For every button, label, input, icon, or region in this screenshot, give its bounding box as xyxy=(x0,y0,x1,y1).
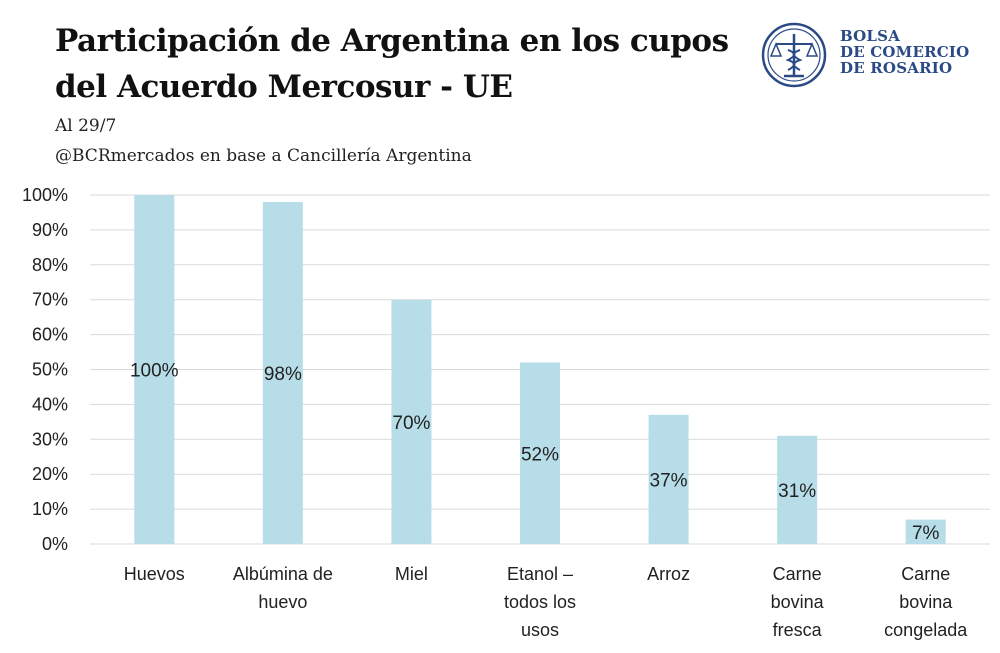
bar-data-label: 7% xyxy=(912,523,940,544)
x-category-label: Miel xyxy=(395,564,428,584)
y-tick-label: 20% xyxy=(32,464,68,484)
bar xyxy=(520,362,560,544)
bar-data-label: 98% xyxy=(264,364,302,385)
chart-subtitle: Al 29/7 xyxy=(55,116,117,136)
bar xyxy=(648,414,689,544)
bcr-logo-text: BOLSA DE COMERCIO DE ROSARIO xyxy=(840,28,969,76)
bar-data-label: 37% xyxy=(650,470,688,491)
x-category-label-line: Albúmina de xyxy=(233,564,333,584)
bcr-logo: BOLSA DE COMERCIO DE ROSARIO xyxy=(758,22,988,88)
x-category-label-line: Etanol – xyxy=(507,564,573,584)
logo-line1: BOLSA xyxy=(840,27,901,45)
x-category-label-line: Carne xyxy=(901,564,950,584)
logo-line2: DE COMERCIO xyxy=(840,43,970,61)
x-category-label-line: usos xyxy=(521,620,559,640)
chart-title-line1: Participación de Argentina en los cupos xyxy=(55,23,729,59)
y-tick-label: 50% xyxy=(32,360,68,380)
y-tick-label: 0% xyxy=(42,534,68,554)
bar xyxy=(262,201,303,545)
y-tick-label: 40% xyxy=(32,394,68,414)
bar-data-label: 31% xyxy=(778,481,816,502)
x-category-label: Etanol – todos los usos xyxy=(504,564,576,640)
chart-title-line2: del Acuerdo Mercosur - UE xyxy=(55,69,513,105)
bar xyxy=(905,519,946,544)
bar xyxy=(777,435,818,544)
x-category-label: Albúmina de huevo xyxy=(233,564,333,612)
x-category-label-line: Arroz xyxy=(647,564,690,584)
bar xyxy=(134,195,175,544)
x-category-label-line: congelada xyxy=(884,620,968,640)
y-tick-label: 10% xyxy=(32,499,68,519)
x-category-label-line: bovina xyxy=(899,592,953,612)
x-category-label-line: huevo xyxy=(258,592,307,612)
y-tick-label: 100% xyxy=(22,185,68,205)
x-category-label-line: Miel xyxy=(395,564,428,584)
chart-source: @BCRmercados en base a Cancillería Argen… xyxy=(55,146,472,166)
logo-line3: DE ROSARIO xyxy=(840,59,953,77)
data-labels: 100% 98% 70% 52% 37% 31% 7% xyxy=(130,361,940,544)
x-category-label-line: Huevos xyxy=(124,564,185,584)
y-tick-label: 80% xyxy=(32,255,68,275)
y-tick-label: 70% xyxy=(32,290,68,310)
y-tick-label: 90% xyxy=(32,220,68,240)
bar-data-label: 52% xyxy=(521,444,559,465)
x-category-label-line: bovina xyxy=(771,592,825,612)
bar-data-label: 100% xyxy=(130,361,179,382)
y-tick-label: 30% xyxy=(32,429,68,449)
bcr-seal-icon xyxy=(761,22,827,88)
y-axis: 0% 10% 20% 30% 40% 50% 60% 70% 80% 90% 100% xyxy=(22,185,68,554)
y-tick-label: 60% xyxy=(32,325,68,345)
x-category-label: Arroz xyxy=(647,564,690,584)
x-category-label-line: todos los xyxy=(504,592,576,612)
chart-title: Participación de Argentina en los cupos … xyxy=(55,18,735,110)
chart-bars xyxy=(134,195,946,545)
bar-chart: 0% 10% 20% 30% 40% 50% 60% 70% 80% 90% 100% 100% 98… xyxy=(22,185,990,640)
x-category-label: Carne bovina congelada xyxy=(884,564,968,640)
bar-data-label: 70% xyxy=(392,413,430,434)
x-category-label: Huevos xyxy=(124,564,185,584)
x-category-label-line: Carne xyxy=(773,564,822,584)
x-category-label-line: fresca xyxy=(773,620,823,640)
bar xyxy=(391,299,432,544)
x-axis: Huevos Albúmina de huevo Miel Etanol – todos … xyxy=(124,564,968,640)
x-category-label: Carne bovina fresca xyxy=(771,564,825,640)
